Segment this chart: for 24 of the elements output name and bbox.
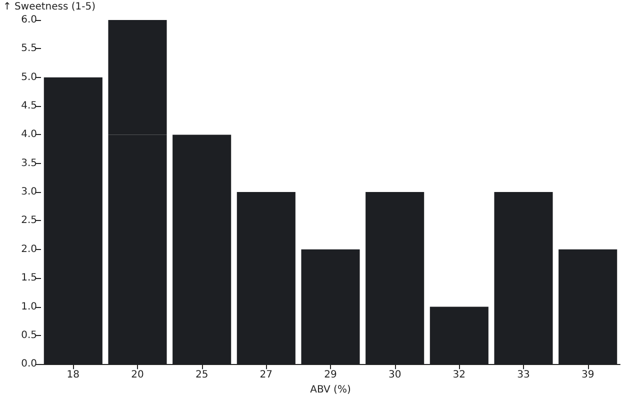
x-axis-title: ABV (%) — [310, 384, 351, 396]
y-axis-title: ↑ Sweetness (1-5) — [3, 2, 96, 12]
y-tick-label: 2.0 — [21, 244, 37, 255]
y-tick-label: 3.0 — [21, 186, 37, 198]
y-tick-label: 5.5 — [21, 43, 37, 54]
y-tick-label: 0.5 — [21, 330, 37, 341]
y-tick-label: 4.5 — [21, 100, 37, 112]
y-tick-label: 1.5 — [21, 272, 37, 284]
x-tick-label: 29 — [324, 370, 337, 381]
y-tick-label: 0.0 — [21, 358, 37, 370]
y-tick-label: 5.0 — [21, 72, 37, 83]
x-tick-label: 25 — [195, 370, 208, 381]
x-tick-label: 20 — [131, 370, 144, 381]
y-tick-label: 2.5 — [21, 215, 37, 226]
x-tick-label: 32 — [452, 370, 466, 381]
x-tick-label: 33 — [517, 370, 530, 381]
y-tick-label: 6.0 — [21, 14, 37, 26]
y-tick-label: 1.0 — [21, 301, 37, 312]
x-tick-label: 30 — [388, 370, 402, 381]
y-tick-label: 4.0 — [21, 129, 37, 140]
x-tick-label: 39 — [581, 370, 594, 381]
x-tick-label: 18 — [66, 370, 80, 381]
x-tick-label: 27 — [260, 370, 273, 381]
y-tick-label: 3.5 — [21, 158, 37, 169]
